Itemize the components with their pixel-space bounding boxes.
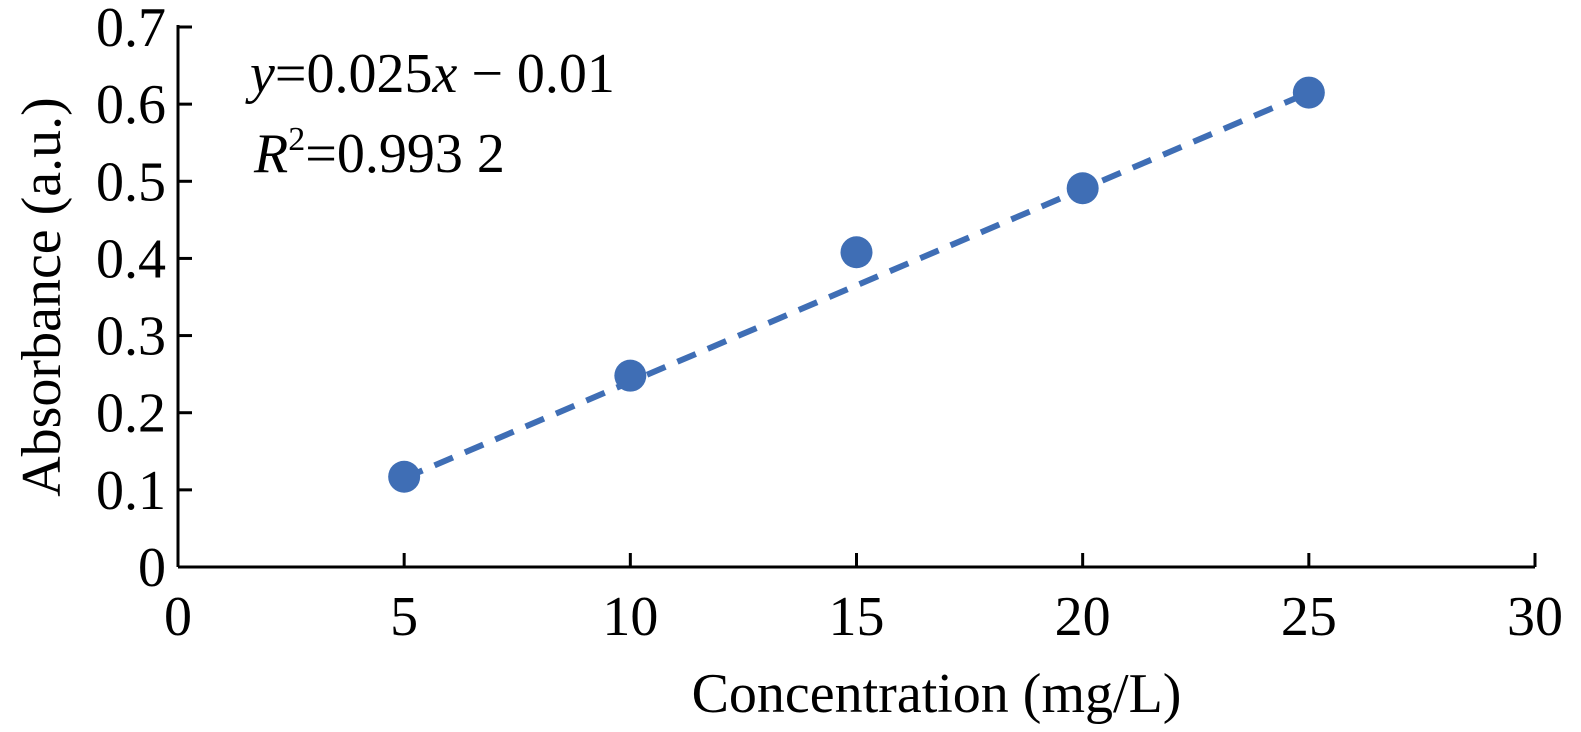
r-squared-sup: 2 <box>288 121 305 158</box>
y-tick-label: 0.4 <box>96 228 166 290</box>
y-tick-label: 0.1 <box>96 460 166 522</box>
y-tick-label: 0 <box>138 537 166 599</box>
data-point <box>1292 76 1325 109</box>
equation-equals: = <box>275 43 307 105</box>
r-squared: R2=0.993 2 <box>253 121 505 185</box>
data-point <box>840 236 873 269</box>
equation-var: x <box>431 43 457 105</box>
r-squared-equals: = <box>305 123 337 185</box>
x-tick-label: 10 <box>602 586 658 648</box>
x-tick-label: 30 <box>1507 586 1563 648</box>
fit-equation: y=0.025x − 0.01 <box>245 43 615 105</box>
y-tick-label: 0.7 <box>96 0 166 59</box>
data-point <box>614 359 647 392</box>
data-point <box>1066 172 1099 205</box>
y-tick-label: 0.3 <box>96 306 166 368</box>
y-tick-label: 0.6 <box>96 74 166 136</box>
x-tick-label: 0 <box>164 586 192 648</box>
x-ticks: 0 5 10 15 20 25 30 <box>164 553 1563 648</box>
r-squared-var: R <box>253 123 288 185</box>
x-tick-label: 15 <box>829 586 885 648</box>
equation-rest: − 0.01 <box>457 43 615 105</box>
y-tick-label: 0.2 <box>96 383 166 445</box>
r-squared-value: 0.993 2 <box>337 123 505 185</box>
y-tick-label: 0.5 <box>96 151 166 213</box>
equation-lhs-var: y <box>245 43 275 105</box>
y-ticks: 0 0.1 0.2 0.3 0.4 0.5 0.6 0.7 <box>96 0 192 599</box>
axes <box>176 25 1535 569</box>
x-tick-label: 20 <box>1055 586 1111 648</box>
x-tick-label: 5 <box>390 586 418 648</box>
equation-coef: 0.025 <box>306 43 432 105</box>
fit-line <box>402 89 1311 482</box>
y-axis-title: Absorbance (a.u.) <box>11 97 73 497</box>
data-point <box>388 460 421 493</box>
x-tick-label: 25 <box>1281 586 1337 648</box>
data-points <box>388 76 1325 493</box>
x-axis-title: Concentration (mg/L) <box>692 663 1182 725</box>
